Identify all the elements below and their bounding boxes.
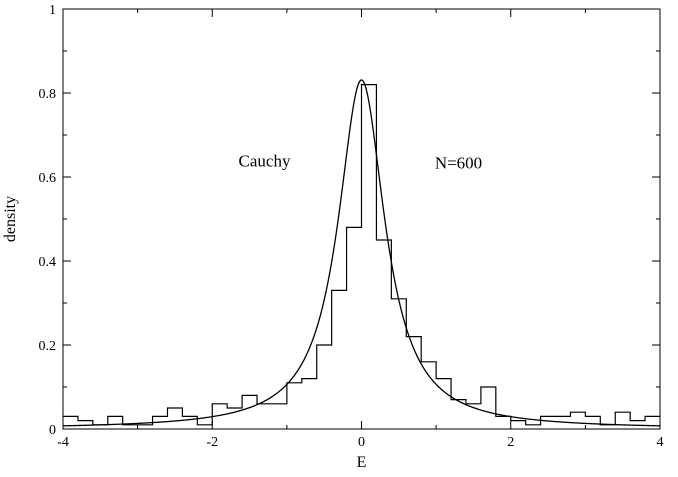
- y-tick-label: 1: [49, 3, 56, 18]
- histogram-bar: [376, 240, 391, 429]
- x-tick-label: -2: [206, 435, 218, 450]
- histogram-bar: [167, 408, 182, 429]
- x-tick-label: -4: [57, 435, 69, 450]
- histogram-bar: [108, 416, 123, 429]
- histogram-outline: [63, 84, 660, 426]
- histogram-bar: [600, 425, 615, 429]
- histogram-bar: [182, 416, 197, 429]
- histogram-bar: [645, 416, 660, 429]
- histogram-bar: [541, 416, 556, 429]
- tick-labels-layer: -4 -2 0 2 4 0 0.2 0.4 0.6 0.8 1: [39, 3, 664, 450]
- histogram-bar: [526, 425, 541, 429]
- y-tick-label: 0.8: [39, 87, 57, 102]
- cauchy-curve: [62, 79, 661, 427]
- histogram-bar: [347, 227, 362, 429]
- histogram-bar: [242, 395, 257, 429]
- histogram-bar: [570, 412, 585, 429]
- x-tick-label: 0: [358, 435, 365, 450]
- histogram-bar: [481, 387, 496, 429]
- y-tick-label: 0.2: [39, 339, 57, 354]
- histogram-bar: [272, 404, 287, 429]
- histogram-bar: [317, 345, 332, 429]
- histogram-bar: [615, 412, 630, 429]
- x-axis-title: E: [357, 454, 367, 471]
- histogram-bar: [138, 425, 153, 429]
- histogram-bar: [406, 337, 421, 429]
- histogram-bar: [287, 383, 302, 429]
- x-tick-label: 4: [657, 435, 664, 450]
- ticks-layer: [62, 8, 661, 430]
- histogram-layer: [63, 84, 660, 429]
- histogram-bar: [63, 416, 78, 429]
- histogram-bar: [511, 421, 526, 429]
- annotation-cauchy: Cauchy: [239, 152, 291, 171]
- curve-layer: [62, 79, 661, 427]
- annotation-n: N=600: [435, 154, 482, 173]
- y-axis-title: density: [2, 196, 19, 242]
- histogram-bar: [197, 425, 212, 429]
- y-tick-label: 0: [49, 423, 56, 438]
- histogram-bar: [257, 404, 272, 429]
- histogram-bar: [496, 416, 511, 429]
- x-tick-label: 2: [507, 435, 514, 450]
- histogram-bar: [123, 425, 138, 429]
- histogram-bar: [332, 290, 347, 429]
- histogram-bar: [421, 362, 436, 429]
- histogram-bar: [585, 416, 600, 429]
- y-tick-label: 0.6: [39, 171, 57, 186]
- y-tick-label: 0.4: [39, 255, 57, 270]
- histogram-bar: [302, 379, 317, 429]
